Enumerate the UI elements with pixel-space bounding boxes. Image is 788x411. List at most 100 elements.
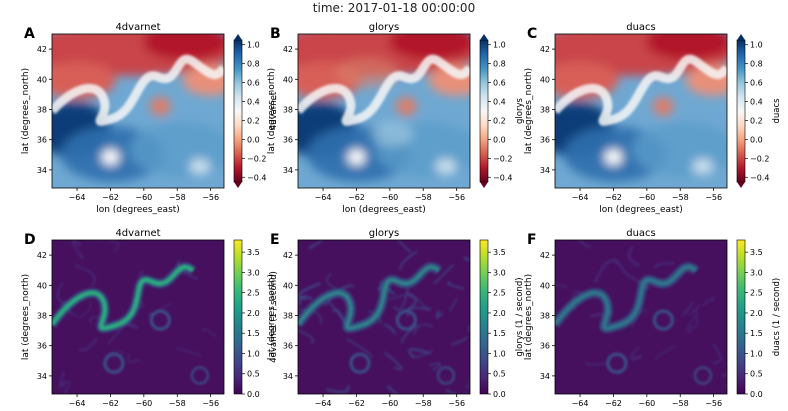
colorbar-tick-label: 1.5 (493, 329, 506, 338)
colorbar-tick-label: −0.4 (247, 173, 266, 182)
x-tick-label: −58 (415, 399, 432, 408)
panel-title: duacs (626, 228, 656, 239)
colorbar-label: 4dvarnet (1 / second) (269, 271, 279, 363)
colorbar-tick-label: 0.0 (493, 135, 506, 144)
speed-filament (433, 264, 454, 285)
speed-filament (687, 308, 699, 329)
speed-filament (577, 240, 592, 249)
x-tick-label: −64 (315, 193, 332, 202)
y-tick-label: 38 (37, 311, 47, 320)
speed-filament (406, 306, 432, 317)
speed-filament (383, 351, 403, 371)
colorbar-extend-max (234, 34, 242, 40)
x-tick-label: −64 (572, 399, 589, 408)
y-tick-label: 34 (283, 372, 293, 381)
speed-filament (59, 371, 67, 388)
speed-filament (654, 345, 677, 361)
y-tick-label: 40 (37, 75, 47, 84)
speed-filament (593, 259, 620, 284)
speed-filament (397, 240, 412, 254)
y-tick-label: 40 (283, 75, 293, 84)
field-blob (646, 34, 727, 61)
field-background (52, 240, 224, 394)
colorbar (736, 239, 746, 395)
x-tick-label: −56 (448, 399, 465, 408)
colorbar-tick-label: 3.0 (247, 268, 260, 277)
colorbar-tick-label: 1.0 (493, 41, 506, 50)
x-tick-label: −56 (705, 399, 722, 408)
speed-filament (386, 385, 400, 394)
colorbar-tick-label: 1.5 (247, 329, 260, 338)
x-tick-label: −56 (202, 399, 219, 408)
speed-filament (201, 327, 218, 338)
colorbar-tick-label: 0.6 (247, 79, 260, 88)
y-tick-label: 34 (283, 166, 293, 175)
colorbar-tick-label: 3.5 (750, 248, 763, 257)
eddy-ring (149, 309, 171, 331)
jet-core (555, 265, 698, 330)
colorbar-label: 4dvarnet (269, 91, 279, 130)
colorbar-tick-label: 0.2 (247, 116, 260, 125)
colorbar-extend-max (737, 34, 745, 40)
x-tick-label: −58 (169, 399, 186, 408)
x-tick-label: −64 (572, 193, 589, 202)
heatmap-field (555, 240, 727, 394)
speed-filament (388, 293, 414, 301)
speed-filament (92, 240, 120, 253)
colorbar-tick-label: 0.5 (750, 370, 763, 379)
x-axis-label: lon (degrees_east) (96, 205, 180, 215)
colorbar (479, 239, 489, 395)
heatmap-field (52, 34, 224, 188)
speed-filament (308, 240, 324, 250)
x-tick-label: −58 (672, 399, 689, 408)
field-background (555, 240, 727, 394)
y-axis-label: lat (degrees_north) (267, 274, 277, 360)
plot-frame (554, 239, 728, 395)
panel-title: 4dvarnet (115, 228, 160, 239)
panel-label: A (24, 26, 35, 42)
speed-streaks (555, 240, 727, 389)
speed-filament (555, 282, 568, 288)
colorbar-tick-label: 0.6 (493, 79, 506, 88)
speed-filament (682, 301, 695, 317)
eddy-ring (652, 309, 674, 331)
colorbar-tick-label: 3.0 (493, 268, 506, 277)
colorbar-tick-label: 0.8 (247, 60, 260, 69)
plot-frame (297, 239, 471, 395)
colorbar-extend-min (480, 182, 488, 188)
eddy-ring (606, 352, 628, 374)
speed-filament (447, 281, 465, 290)
speed-filament (56, 281, 67, 304)
eddy-ring (395, 309, 417, 331)
x-tick-label: −64 (69, 399, 86, 408)
speed-filament (413, 323, 434, 336)
field-blob (653, 97, 674, 116)
speed-filament (627, 246, 641, 268)
field-blob (150, 97, 171, 116)
field-blob (371, 121, 414, 147)
colorbar-tick-label: 0.0 (750, 390, 763, 399)
colorbar-tick-label: 3.5 (247, 248, 260, 257)
colorbar-tick-label: 0.2 (493, 116, 506, 125)
speed-filament (148, 302, 174, 316)
panel-label: E (270, 232, 280, 248)
speed-filament (326, 273, 336, 289)
colorbar-tick-label: 2.0 (493, 309, 506, 318)
x-tick-label: −56 (448, 193, 465, 202)
front-band (298, 54, 470, 126)
eddy-ring (349, 352, 371, 374)
jet-core (52, 265, 195, 331)
panel-title: glorys (369, 22, 399, 33)
speed-filament (346, 338, 373, 359)
colorbar-tick-label: 1.0 (750, 41, 763, 50)
panel-title: glorys (369, 228, 399, 239)
y-tick-label: 42 (540, 251, 550, 260)
speed-filament (60, 380, 71, 394)
y-tick-label: 40 (540, 281, 550, 290)
y-axis-label: lat (degrees_north) (21, 68, 31, 154)
colorbar-tick-label: −0.2 (750, 154, 769, 163)
y-tick-label: 42 (283, 45, 293, 54)
speed-filament (449, 298, 458, 312)
colorbar-tick-label: 2.5 (493, 289, 506, 298)
